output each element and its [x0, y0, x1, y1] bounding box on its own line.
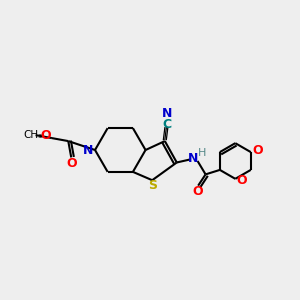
- Text: O: O: [252, 144, 262, 157]
- Text: N: N: [83, 143, 94, 157]
- Text: CH₃: CH₃: [23, 130, 42, 140]
- Text: O: O: [236, 174, 247, 187]
- Text: O: O: [40, 129, 51, 142]
- Text: O: O: [67, 157, 77, 170]
- Text: N: N: [162, 107, 172, 120]
- Text: O: O: [193, 184, 203, 197]
- Text: N: N: [188, 152, 198, 164]
- Text: C: C: [162, 118, 172, 131]
- Text: H: H: [197, 148, 206, 158]
- Text: S: S: [148, 179, 157, 192]
